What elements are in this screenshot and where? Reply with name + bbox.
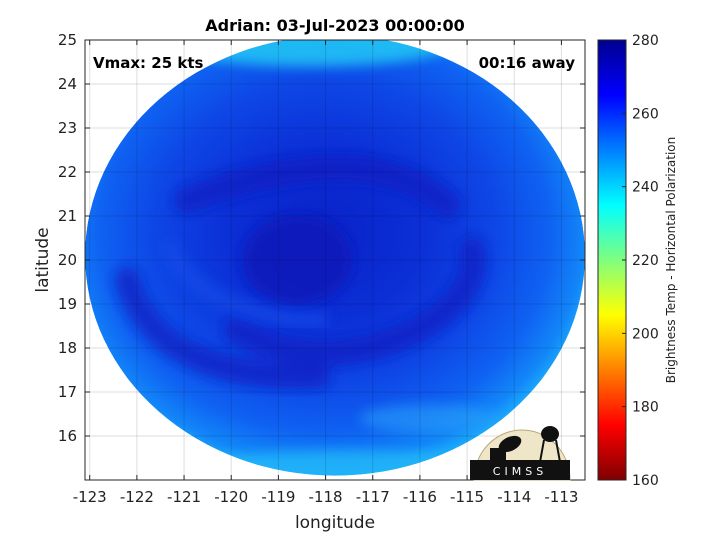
x-axis-ticks: -123 -122 -121 -120 -119 -118 -117 -116 -115 -114… [73, 40, 578, 506]
x-tick-label-4: -119 [261, 488, 295, 506]
logo-tower-tank [541, 426, 559, 442]
x-tick-label-5: -118 [309, 488, 343, 506]
y-tick-label-9: 25 [58, 31, 77, 49]
vmax-annotation: Vmax: 25 kts [93, 54, 203, 72]
colorbar-tick-label-0: 160 [632, 473, 659, 489]
x-tick-label-0: -123 [73, 488, 107, 506]
x-tick-label-8: -115 [450, 488, 484, 506]
north-edge-band [171, 40, 452, 67]
colorbar: 160 180 200 220 240 260 280 [597, 33, 659, 489]
spiral-band-2 [174, 155, 461, 218]
logo-text: CIMSS [493, 465, 547, 478]
x-tick-label-1: -122 [120, 488, 154, 506]
y-tick-label-2: 18 [58, 339, 77, 357]
x-tick-label-2: -121 [167, 488, 201, 506]
y-tick-label-3: 19 [58, 295, 77, 313]
spiral-band-1 [224, 237, 487, 366]
y-tick-label-4: 20 [58, 251, 77, 269]
x-axis-label: longitude [295, 513, 375, 533]
colorbar-tick-label-3: 220 [632, 253, 659, 269]
x-tick-label-6: -117 [356, 488, 390, 506]
logo-building [490, 448, 506, 462]
colorbar-tick-label-2: 200 [632, 326, 659, 342]
x-tick-label-9: -114 [497, 488, 531, 506]
grid-lines [85, 39, 585, 480]
x-tick-label-10: -113 [544, 488, 578, 506]
y-axis-ticks: 16 17 18 19 20 21 22 23 24 25 [58, 31, 585, 445]
colorbar-tick-label-1: 180 [632, 400, 659, 416]
x-tick-label-7: -116 [403, 488, 437, 506]
x-tick-label-3: -120 [214, 488, 248, 506]
y-axis-label: latitude [33, 227, 53, 292]
y-tick-label-5: 21 [58, 207, 77, 225]
spiral-band-3 [114, 267, 331, 389]
y-tick-label-0: 16 [58, 427, 77, 445]
colorbar-tick-label-5: 260 [632, 106, 659, 122]
southeast-band [359, 404, 500, 433]
colorbar-tick-label-4: 240 [632, 180, 659, 196]
colorbar-label: Brightness Temp - Horizontal Polarizatio… [664, 137, 678, 384]
brightness-temp-swath [85, 40, 585, 476]
y-tick-label-7: 23 [58, 119, 77, 137]
colorbar-tick-label-6: 280 [632, 33, 659, 49]
spiral-gap [158, 236, 328, 329]
time-away-annotation: 00:16 away [479, 54, 576, 72]
logo-tower-leg-2 [555, 439, 561, 463]
logo-base [470, 460, 570, 480]
y-tick-label-8: 24 [58, 75, 77, 93]
colorbar-gradient [597, 39, 627, 481]
storm-core [242, 215, 353, 305]
y-tick-label-1: 17 [58, 383, 77, 401]
cimss-logo: CIMSS [470, 426, 571, 481]
chart-title: Adrian: 03-Jul-2023 00:00:00 [205, 16, 464, 35]
logo-tower-leg-1 [539, 439, 545, 463]
y-tick-label-6: 22 [58, 163, 77, 181]
